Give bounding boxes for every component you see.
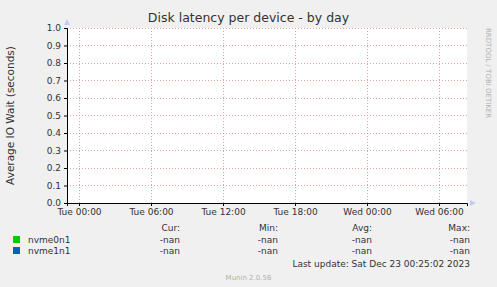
- legend-stat: -nan: [450, 246, 470, 256]
- grid-line-y: [67, 98, 467, 99]
- legend-stat: -nan: [352, 235, 372, 245]
- y-axis-title: Average IO Wait (seconds): [4, 46, 16, 185]
- x-tick-mark: [151, 203, 152, 206]
- legend-stat: -nan: [352, 246, 372, 256]
- x-axis-line: [68, 204, 468, 207]
- y-tick: 0.5: [47, 111, 67, 121]
- legend-stat: -nan: [258, 235, 278, 245]
- y-tick-mark: [64, 63, 67, 64]
- y-tick-mark: [64, 186, 67, 187]
- y-tick-mark: [64, 28, 67, 29]
- grid-line-y: [67, 28, 467, 29]
- grid-line-y: [67, 115, 467, 116]
- background: [0, 0, 497, 287]
- y-tick: 0.6: [47, 93, 67, 103]
- y-axis: 0.00.10.20.30.40.50.60.70.80.91.0: [47, 23, 68, 208]
- x-tick: Tue 18:00: [272, 203, 317, 217]
- legend-swatch: [13, 236, 20, 243]
- x-tick: Tue 12:00: [200, 203, 245, 217]
- legend-label: nvme1n1: [28, 246, 71, 256]
- x-tick: Wed 06:00: [415, 203, 464, 217]
- x-tick: Wed 00:00: [343, 203, 392, 217]
- legend-column-header: Min:: [259, 223, 278, 233]
- y-tick-mark: [64, 203, 67, 204]
- grid-line-x: [79, 28, 80, 203]
- x-tick-label: Tue 00:00: [56, 207, 101, 217]
- legend: Cur:Min:Avg:Max:nvme0n1-nan-nan-nan-nann…: [13, 223, 470, 256]
- y-tick-label: 0.6: [47, 93, 62, 103]
- x-tick-label: Tue 18:00: [272, 207, 317, 217]
- legend-stat: -nan: [160, 235, 180, 245]
- y-tick-label: 0.3: [47, 146, 61, 156]
- title: Disk latency per device - by day: [148, 10, 350, 25]
- y-tick: 0.7: [47, 76, 67, 86]
- y-tick: 0.2: [47, 163, 67, 173]
- grid-line-y: [67, 80, 467, 81]
- y-tick-mark: [64, 98, 67, 99]
- axis-arrow: [64, 19, 70, 25]
- y-tick-label: 0.4: [47, 128, 62, 138]
- x-tick-mark: [295, 203, 296, 206]
- x-axis: Tue 00:00 Tue 06:00 Tue 12:00 Tue 18:00 Wed …: [56, 203, 467, 217]
- grid-line-x: [367, 28, 368, 203]
- x-tick-mark: [79, 203, 80, 206]
- grid-line-y: [67, 150, 467, 151]
- watermark: RRDTOOL / TOBI OETIKER: [484, 28, 492, 118]
- grid: [67, 28, 467, 203]
- footer: Munin 2.0.56: [226, 274, 272, 282]
- legend-column-header: Max:: [448, 223, 470, 233]
- y-tick-mark: [64, 81, 67, 82]
- x-tick-mark: [439, 203, 440, 206]
- y-tick-mark: [64, 168, 67, 169]
- y-tick-label: 0.1: [47, 181, 61, 191]
- grid-line-x: [295, 28, 296, 203]
- plot-area: [67, 28, 467, 203]
- legend-label: nvme0n1: [28, 235, 71, 245]
- axis-arrow: [470, 200, 476, 206]
- y-tick-mark: [64, 46, 67, 47]
- x-tick-label: Wed 06:00: [415, 207, 464, 217]
- grid-line-x: [439, 28, 440, 203]
- y-tick: 0.8: [47, 58, 67, 68]
- x-tick-label: Tue 12:00: [200, 207, 245, 217]
- chart: 0.00.10.20.30.40.50.60.70.80.91.0Tue 00:…: [0, 0, 497, 287]
- legend-column-header: Avg:: [352, 223, 372, 233]
- y-tick: 0.3: [47, 146, 67, 156]
- y-tick-label: 0.2: [47, 163, 61, 173]
- x-tick: Tue 00:00: [56, 203, 101, 217]
- y-tick-label: 1.0: [47, 23, 62, 33]
- y-tick-mark: [64, 151, 67, 152]
- grid-line-x: [151, 28, 152, 203]
- y-tick: 1.0: [47, 23, 67, 33]
- legend-stat: -nan: [450, 235, 470, 245]
- x-tick-mark: [367, 203, 368, 206]
- grid-line-x: [223, 28, 224, 203]
- y-tick-label: 0.5: [47, 111, 61, 121]
- y-tick-label: 0.9: [47, 41, 62, 51]
- y-tick: 0.1: [47, 181, 67, 191]
- x-tick: Tue 06:00: [128, 203, 173, 217]
- grid-line-y: [67, 63, 467, 64]
- y-tick-mark: [64, 116, 67, 117]
- y-axis-line: [64, 29, 68, 204]
- y-tick: 0.4: [47, 128, 67, 138]
- grid-line-y: [67, 185, 467, 186]
- y-tick-label: 0.8: [47, 58, 62, 68]
- x-tick-label: Tue 06:00: [128, 207, 173, 217]
- grid-line-y: [67, 45, 467, 46]
- legend-stat: -nan: [160, 246, 180, 256]
- x-tick-mark: [223, 203, 224, 206]
- legend-stat: -nan: [258, 246, 278, 256]
- legend-column-header: Cur:: [161, 223, 180, 233]
- y-tick-mark: [64, 133, 67, 134]
- x-tick-label: Wed 00:00: [343, 207, 392, 217]
- last-update: Last update: Sat Dec 23 00:25:02 2023: [292, 259, 470, 269]
- grid-line-y: [67, 133, 467, 134]
- legend-swatch: [13, 247, 20, 254]
- y-tick-label: 0.7: [47, 76, 61, 86]
- y-tick: 0.9: [47, 41, 67, 51]
- grid-line-y: [67, 168, 467, 169]
